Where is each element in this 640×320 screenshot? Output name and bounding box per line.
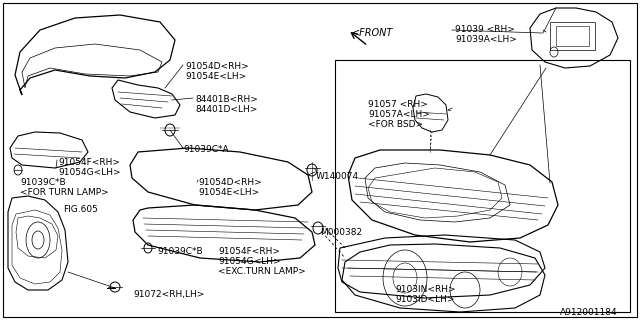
Text: 91057A<LH>: 91057A<LH>: [368, 110, 430, 119]
Text: W140074: W140074: [316, 172, 359, 181]
Text: <FRONT: <FRONT: [352, 28, 394, 38]
Text: FIG.605: FIG.605: [63, 205, 98, 214]
Text: 91057 <RH>: 91057 <RH>: [368, 100, 428, 109]
Text: <FOR BSD>: <FOR BSD>: [368, 120, 423, 129]
Text: 91054F<RH>: 91054F<RH>: [58, 158, 120, 167]
Text: 91054D<RH>: 91054D<RH>: [185, 62, 249, 71]
Text: 91072<RH,LH>: 91072<RH,LH>: [133, 290, 204, 299]
Text: 91039C*B: 91039C*B: [157, 247, 203, 256]
Text: M000382: M000382: [320, 228, 362, 237]
Text: <EXC.TURN LAMP>: <EXC.TURN LAMP>: [218, 267, 306, 276]
Text: 84401B<RH>: 84401B<RH>: [195, 95, 258, 104]
Text: 91054D<RH>: 91054D<RH>: [198, 178, 262, 187]
Text: 91054E<LH>: 91054E<LH>: [198, 188, 259, 197]
Text: 9103ID<LH>: 9103ID<LH>: [395, 295, 454, 304]
Text: 91054G<LH>: 91054G<LH>: [218, 257, 280, 266]
Bar: [550, 22, 595, 50]
Text: 91039C*B: 91039C*B: [20, 178, 66, 187]
Text: 91039A<LH>: 91039A<LH>: [455, 35, 517, 44]
Text: A912001184: A912001184: [560, 308, 618, 317]
Bar: [335, 60, 630, 312]
Text: 9103IN<RH>: 9103IN<RH>: [395, 285, 456, 294]
Text: 91039 <RH>: 91039 <RH>: [455, 25, 515, 34]
Bar: [556, 26, 589, 46]
Text: <FOR TURN LAMP>: <FOR TURN LAMP>: [20, 188, 109, 197]
Text: 91054E<LH>: 91054E<LH>: [185, 72, 246, 81]
Text: 84401D<LH>: 84401D<LH>: [195, 105, 257, 114]
Text: 91054F<RH>: 91054F<RH>: [218, 247, 280, 256]
Text: 91039C*A: 91039C*A: [183, 145, 228, 154]
Text: 91054G<LH>: 91054G<LH>: [58, 168, 120, 177]
